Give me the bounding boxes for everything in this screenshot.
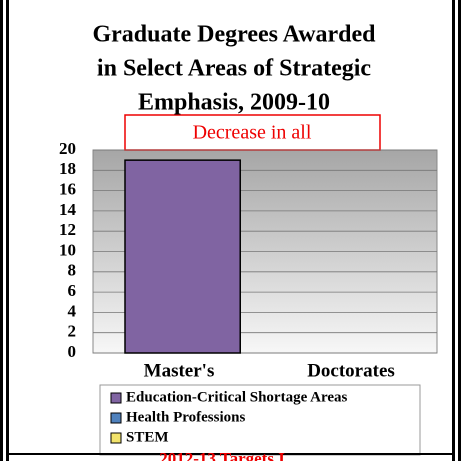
chart-title: in Select Areas of Strategic	[97, 56, 371, 82]
annotation: Decrease in all	[193, 122, 312, 144]
y-tick-label: 6	[68, 281, 77, 300]
legend-swatch	[110, 392, 122, 404]
frame-left-outer	[0, 0, 3, 461]
y-tick-label: 12	[59, 220, 76, 239]
legend-swatch	[110, 412, 122, 424]
x-tick-label: Doctorates	[307, 360, 395, 381]
legend-label: Education-Critical Shortage Areas	[126, 389, 348, 405]
legend-label: STEM	[126, 429, 169, 445]
frame-right-inner	[452, 0, 455, 461]
footer: 2012-13 Targets I	[159, 449, 285, 461]
legend-swatch	[110, 432, 122, 444]
y-tick-label: 0	[68, 342, 77, 361]
y-tick-label: 20	[59, 139, 76, 158]
y-tick-label: 2	[68, 322, 77, 341]
chart-title: Graduate Degrees Awarded	[92, 22, 376, 48]
y-tick-label: 16	[59, 180, 76, 199]
frame-left-inner	[6, 0, 9, 461]
y-tick-label: 18	[59, 159, 76, 178]
legend-box	[99, 384, 421, 456]
frame-right-outer	[458, 0, 461, 461]
y-tick-label: 10	[59, 240, 76, 259]
chart-title: Emphasis, 2009-10	[138, 90, 330, 116]
annotation-box	[124, 114, 381, 151]
y-tick-label: 8	[68, 261, 77, 280]
legend-label: Health Professions	[126, 409, 245, 425]
bar	[124, 159, 241, 354]
x-tick-label: Master's	[144, 360, 215, 381]
y-tick-label: 4	[68, 301, 77, 320]
y-tick-label: 14	[59, 200, 77, 219]
